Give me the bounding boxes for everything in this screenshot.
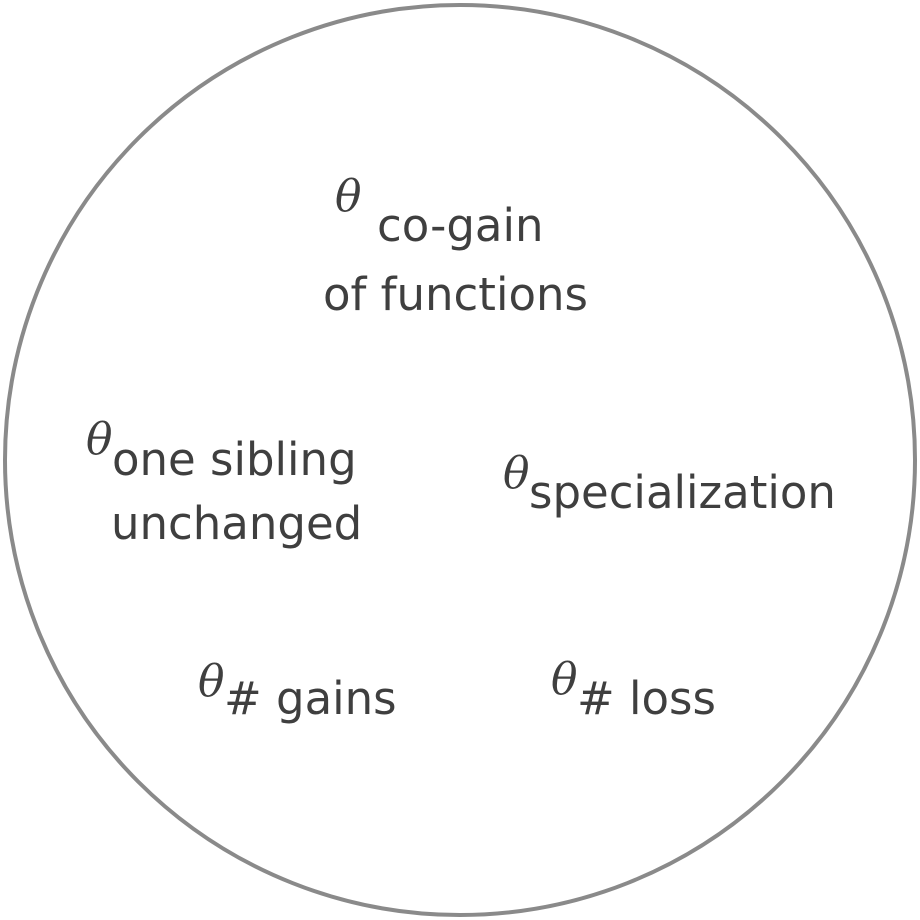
label-loss: # loss — [577, 672, 716, 725]
label-one-sibling-line1: one sibling — [112, 433, 357, 486]
theta-symbol-loss: θ — [551, 654, 578, 705]
label-cogain-line1: co-gain — [377, 199, 544, 252]
label-one-sibling-line2: unchanged — [111, 497, 363, 550]
theta-symbol-one-sibling: θ — [86, 414, 113, 465]
label-specialization: specialization — [529, 466, 836, 519]
theta-symbol-cogain: θ — [335, 171, 362, 222]
label-gains: # gains — [224, 672, 397, 725]
theta-symbol-specialization: θ — [503, 448, 530, 499]
label-cogain-line2: of functions — [323, 268, 588, 321]
boundary-circle — [3, 3, 917, 917]
theta-symbol-gains: θ — [198, 656, 225, 707]
